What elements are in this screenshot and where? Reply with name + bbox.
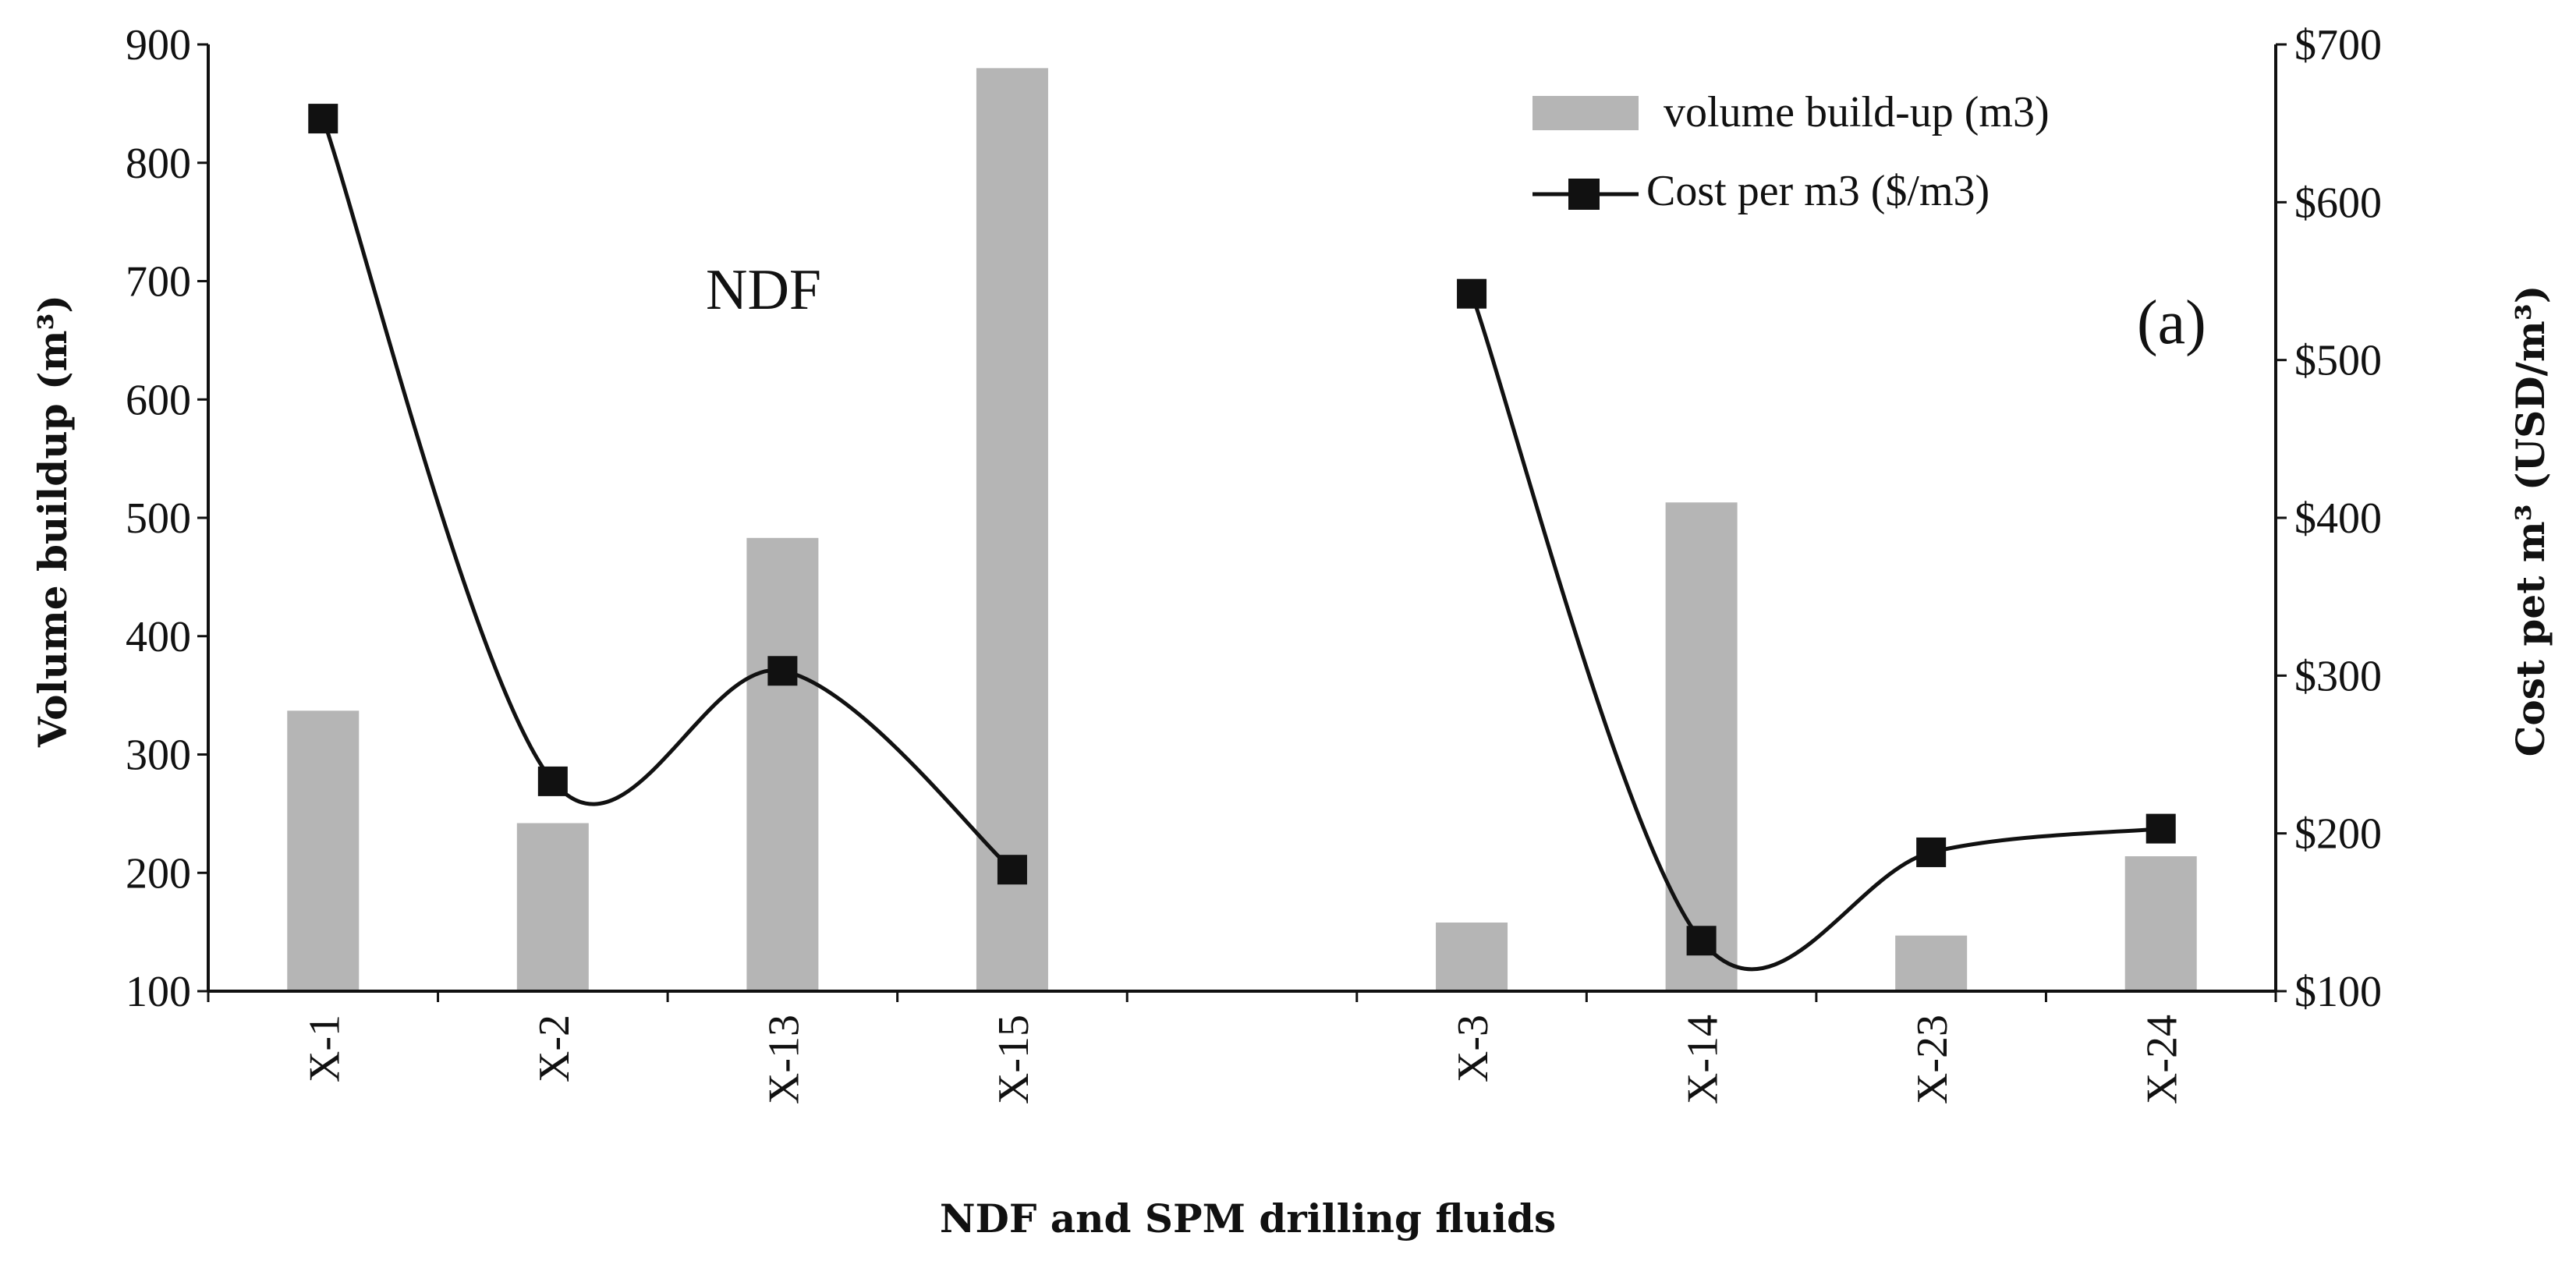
y2-tick-label: $500 bbox=[2294, 337, 2382, 385]
cost-marker-x-24 bbox=[2145, 813, 2176, 844]
y2-tick-label: $200 bbox=[2294, 810, 2382, 859]
panel-label: (a) bbox=[2137, 289, 2206, 357]
bar-x-15 bbox=[976, 68, 1048, 992]
cost-line-segment-1 bbox=[321, 118, 1014, 872]
x-axis-title: NDF and SPM drilling fluids bbox=[940, 1195, 1556, 1242]
y2-tick-label: $600 bbox=[2294, 179, 2382, 227]
cost-marker-x-13 bbox=[767, 656, 798, 686]
y-tick-label: 100 bbox=[126, 968, 191, 1016]
legend: volume build-up (m3) Cost per m3 ($/m3) bbox=[1532, 88, 2050, 215]
x-tick-label-x-1: X-1 bbox=[300, 1015, 349, 1082]
y-axis-title: Volume buildup (m³) bbox=[30, 295, 76, 748]
ndf-annotation: NDF bbox=[706, 258, 821, 322]
y-tick-label: 600 bbox=[126, 376, 191, 424]
cost-marker-x-15 bbox=[997, 855, 1027, 885]
legend-label-volume: volume build-up (m3) bbox=[1664, 88, 2050, 136]
y-tick-label: 900 bbox=[126, 21, 191, 69]
bar-series bbox=[287, 68, 2197, 992]
y-tick-label: 300 bbox=[126, 731, 191, 780]
x-tick-label-x-2: X-2 bbox=[530, 1015, 579, 1082]
y-tick-label: 400 bbox=[126, 613, 191, 661]
bar-x-14 bbox=[1665, 502, 1738, 991]
legend-swatch-cost-marker bbox=[1568, 179, 1600, 210]
x-tick-label-x-15: X-15 bbox=[990, 1015, 1038, 1104]
y-tick-label: 700 bbox=[126, 258, 191, 306]
bar-x-23 bbox=[1895, 935, 1968, 991]
y2-tick-label: $300 bbox=[2294, 652, 2382, 700]
x-tick-label-x-24: X-24 bbox=[2138, 1015, 2187, 1104]
line-series bbox=[308, 104, 2176, 972]
y-tick-label: 800 bbox=[126, 140, 191, 188]
cost-line-segment-2 bbox=[1469, 292, 2161, 972]
x-tick-label-x-14: X-14 bbox=[1679, 1015, 1727, 1104]
legend-swatch-volume bbox=[1532, 96, 1639, 130]
x-tick-label-x-3: X-3 bbox=[1449, 1015, 1497, 1082]
cost-marker-x-1 bbox=[308, 104, 338, 134]
cost-marker-x-23 bbox=[1916, 837, 1947, 867]
bar-x-2 bbox=[516, 823, 589, 991]
y2-tick-label: $100 bbox=[2294, 968, 2382, 1016]
bar-x-1 bbox=[287, 710, 360, 991]
ticks: 100 200 300 400 500 600 700 800 900 $100 $200 $300 $… bbox=[126, 21, 2382, 1104]
cost-marker-x-3 bbox=[1457, 278, 1487, 309]
cost-marker-x-14 bbox=[1686, 926, 1717, 956]
bar-x-3 bbox=[1436, 922, 1508, 991]
y2-tick-label: $400 bbox=[2294, 494, 2382, 543]
cost-marker-x-2 bbox=[537, 766, 568, 796]
x-tick-label-x-13: X-13 bbox=[760, 1015, 808, 1104]
bar-x-24 bbox=[2124, 856, 2197, 991]
x-tick-label-x-23: X-23 bbox=[1908, 1015, 1957, 1104]
y2-axis-title: Cost pet m³ (USD/m³) bbox=[2507, 285, 2553, 757]
bar-x-13 bbox=[746, 537, 819, 991]
legend-label-cost: Cost per m3 ($/m3) bbox=[1646, 167, 1990, 215]
y-tick-label: 200 bbox=[126, 849, 191, 898]
y2-tick-label: $700 bbox=[2294, 21, 2382, 69]
y-tick-label: 500 bbox=[126, 494, 191, 543]
